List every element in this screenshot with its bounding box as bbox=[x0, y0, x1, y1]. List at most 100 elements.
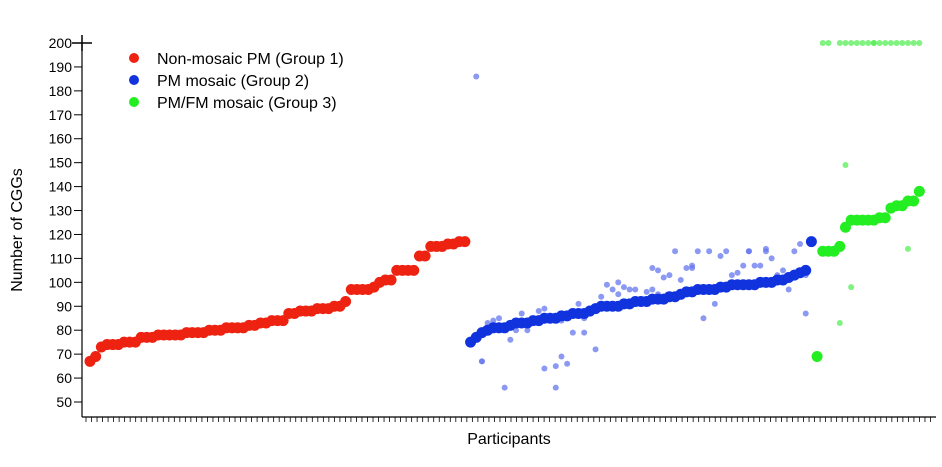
secondary-point bbox=[541, 305, 548, 312]
secondary-point bbox=[717, 253, 724, 260]
data-point bbox=[459, 236, 471, 248]
axes: 50 60 70 80 90 100 110 120 130 140 150 160 170 180 190… bbox=[49, 35, 936, 422]
y-tick-label: 130 bbox=[49, 203, 73, 219]
secondary-point bbox=[575, 300, 582, 307]
y-tick-label: 150 bbox=[49, 155, 73, 171]
secondary-point bbox=[700, 315, 707, 322]
secondary-point bbox=[501, 384, 508, 391]
secondary-point bbox=[865, 40, 872, 46]
data-point bbox=[908, 195, 920, 207]
secondary-point bbox=[870, 40, 877, 46]
secondary-point bbox=[723, 248, 730, 255]
secondary-point bbox=[802, 310, 809, 317]
secondary-point bbox=[706, 248, 713, 255]
secondary-point bbox=[859, 40, 866, 46]
secondary-point bbox=[552, 363, 559, 370]
secondary-point bbox=[887, 40, 894, 46]
secondary-point bbox=[564, 360, 571, 367]
secondary-point bbox=[876, 40, 883, 46]
y-tick-label: 80 bbox=[56, 322, 72, 338]
secondary-point bbox=[581, 329, 588, 336]
secondary-point bbox=[677, 276, 684, 283]
y-tick-label: 160 bbox=[49, 131, 73, 147]
secondary-point bbox=[666, 272, 673, 279]
secondary-point bbox=[603, 281, 610, 288]
data-point bbox=[385, 274, 397, 286]
secondary-point bbox=[615, 291, 622, 298]
secondary-point bbox=[535, 308, 542, 315]
secondary-point bbox=[626, 286, 633, 293]
secondary-point bbox=[478, 358, 485, 365]
secondary-point bbox=[473, 73, 480, 80]
plot-area bbox=[84, 40, 925, 391]
secondary-point bbox=[751, 262, 758, 269]
secondary-point bbox=[904, 40, 911, 46]
data-point bbox=[811, 351, 823, 363]
secondary-point bbox=[609, 286, 616, 293]
secondary-point bbox=[495, 315, 502, 322]
y-tick-label: 70 bbox=[56, 346, 72, 362]
secondary-point bbox=[655, 267, 662, 274]
legend-label: PM mosaic (Group 2) bbox=[157, 73, 309, 90]
secondary-point bbox=[649, 264, 656, 271]
secondary-point bbox=[779, 267, 786, 274]
secondary-point bbox=[842, 162, 849, 169]
secondary-point bbox=[791, 248, 798, 255]
y-tick-label: 190 bbox=[49, 59, 73, 75]
legend-label: Non-mosaic PM (Group 1) bbox=[157, 51, 344, 68]
secondary-point bbox=[592, 346, 599, 353]
y-tick-label: 140 bbox=[49, 179, 73, 195]
secondary-point bbox=[632, 286, 639, 293]
secondary-point bbox=[904, 245, 911, 252]
y-tick-label: 180 bbox=[49, 83, 73, 99]
secondary-point bbox=[541, 365, 548, 372]
secondary-point bbox=[848, 284, 855, 291]
legend-marker bbox=[129, 97, 139, 107]
y-axis-title: Number of CGGs bbox=[9, 168, 26, 292]
data-point bbox=[805, 236, 817, 248]
secondary-point bbox=[745, 248, 752, 255]
secondary-point bbox=[643, 288, 650, 295]
secondary-point bbox=[728, 272, 735, 279]
secondary-point bbox=[762, 245, 769, 252]
x-axis-title: Participants bbox=[467, 431, 551, 448]
secondary-point bbox=[620, 284, 627, 291]
secondary-point bbox=[552, 384, 559, 391]
data-point bbox=[90, 351, 102, 363]
y-tick-label: 200 bbox=[49, 35, 73, 51]
secondary-point bbox=[785, 286, 792, 293]
secondary-point bbox=[797, 241, 804, 248]
secondary-point bbox=[683, 264, 690, 271]
secondary-point bbox=[740, 262, 747, 269]
secondary-point bbox=[825, 40, 832, 46]
legend-marker bbox=[129, 75, 139, 85]
secondary-point bbox=[893, 40, 900, 46]
data-point bbox=[340, 295, 352, 307]
y-tick-label: 60 bbox=[56, 370, 72, 386]
legend-label: PM/FM mosaic (Group 3) bbox=[157, 95, 337, 112]
secondary-point bbox=[598, 293, 605, 300]
secondary-point bbox=[768, 255, 775, 262]
data-point bbox=[834, 240, 846, 252]
secondary-point bbox=[569, 329, 576, 336]
secondary-point bbox=[882, 40, 889, 46]
data-point bbox=[408, 264, 420, 276]
secondary-point bbox=[734, 269, 741, 276]
data-point bbox=[800, 264, 812, 276]
secondary-point bbox=[689, 262, 696, 269]
secondary-point bbox=[649, 286, 656, 293]
secondary-point bbox=[660, 274, 667, 281]
secondary-point bbox=[711, 300, 718, 307]
secondary-point bbox=[848, 40, 855, 46]
secondary-point bbox=[757, 262, 764, 269]
secondary-point bbox=[672, 248, 679, 255]
secondary-point bbox=[910, 40, 917, 46]
data-point bbox=[419, 250, 431, 262]
secondary-point bbox=[819, 40, 826, 46]
secondary-point bbox=[836, 320, 843, 327]
y-tick-label: 50 bbox=[56, 394, 72, 410]
y-tick-label: 120 bbox=[49, 226, 73, 242]
data-point bbox=[913, 185, 925, 197]
legend-marker bbox=[129, 53, 139, 63]
